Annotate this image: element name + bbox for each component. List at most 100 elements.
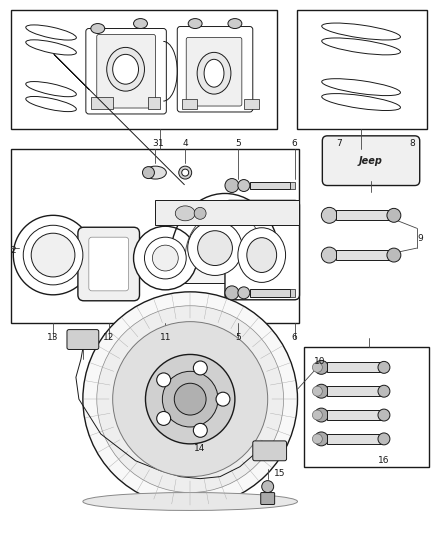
Circle shape xyxy=(83,292,297,506)
Ellipse shape xyxy=(204,59,224,87)
Bar xyxy=(336,250,391,260)
Circle shape xyxy=(13,215,93,295)
Text: 6: 6 xyxy=(292,139,297,148)
FancyBboxPatch shape xyxy=(322,136,420,185)
Bar xyxy=(327,434,382,444)
Text: 15: 15 xyxy=(274,469,286,478)
Ellipse shape xyxy=(26,40,76,55)
Circle shape xyxy=(312,434,322,444)
Ellipse shape xyxy=(83,492,297,511)
Circle shape xyxy=(216,392,230,406)
Text: 13: 13 xyxy=(47,333,59,342)
Circle shape xyxy=(321,207,337,223)
Ellipse shape xyxy=(322,79,400,95)
Circle shape xyxy=(23,225,83,285)
Text: 11: 11 xyxy=(159,333,171,342)
Circle shape xyxy=(145,354,235,444)
Bar xyxy=(148,97,160,109)
Ellipse shape xyxy=(197,52,231,94)
Ellipse shape xyxy=(179,166,192,179)
Ellipse shape xyxy=(26,82,76,96)
FancyBboxPatch shape xyxy=(186,37,242,106)
Ellipse shape xyxy=(198,231,233,265)
Circle shape xyxy=(134,226,197,290)
Circle shape xyxy=(193,361,207,375)
Ellipse shape xyxy=(238,287,250,299)
Ellipse shape xyxy=(188,19,202,29)
FancyBboxPatch shape xyxy=(253,441,286,461)
Ellipse shape xyxy=(142,167,155,179)
Text: 10: 10 xyxy=(314,357,325,366)
Ellipse shape xyxy=(107,47,145,91)
Ellipse shape xyxy=(247,238,277,272)
Circle shape xyxy=(314,432,328,446)
Ellipse shape xyxy=(238,180,250,191)
Circle shape xyxy=(312,362,322,373)
Bar xyxy=(304,348,429,467)
Ellipse shape xyxy=(228,19,242,29)
FancyBboxPatch shape xyxy=(78,227,140,301)
Circle shape xyxy=(97,306,283,492)
Text: 14: 14 xyxy=(194,445,206,454)
Circle shape xyxy=(378,409,390,421)
Bar xyxy=(250,182,290,190)
Ellipse shape xyxy=(322,38,400,55)
Bar xyxy=(327,362,382,373)
Ellipse shape xyxy=(91,23,105,34)
Circle shape xyxy=(387,248,401,262)
Text: 7: 7 xyxy=(336,139,342,148)
Circle shape xyxy=(31,233,75,277)
FancyBboxPatch shape xyxy=(67,329,99,350)
Bar xyxy=(290,182,294,190)
Circle shape xyxy=(314,408,328,422)
Ellipse shape xyxy=(145,166,166,179)
Bar xyxy=(336,211,391,220)
Ellipse shape xyxy=(322,23,400,40)
Text: 12: 12 xyxy=(103,333,114,342)
Circle shape xyxy=(157,411,171,425)
Bar xyxy=(297,10,427,129)
Circle shape xyxy=(262,481,274,492)
FancyBboxPatch shape xyxy=(225,200,300,300)
Circle shape xyxy=(378,433,390,445)
Circle shape xyxy=(193,423,207,437)
Text: 5: 5 xyxy=(235,333,241,342)
Text: 2: 2 xyxy=(11,246,16,255)
Circle shape xyxy=(387,208,401,222)
Text: 6: 6 xyxy=(292,333,297,342)
Circle shape xyxy=(312,386,322,396)
FancyBboxPatch shape xyxy=(89,237,129,291)
Bar xyxy=(250,289,290,297)
Ellipse shape xyxy=(175,206,195,221)
FancyBboxPatch shape xyxy=(86,29,166,114)
Ellipse shape xyxy=(225,286,239,300)
Bar xyxy=(182,99,197,109)
Circle shape xyxy=(113,321,268,477)
Text: 5: 5 xyxy=(235,139,241,148)
Text: Jeep: Jeep xyxy=(359,156,383,166)
Circle shape xyxy=(321,247,337,263)
Circle shape xyxy=(162,372,218,427)
FancyBboxPatch shape xyxy=(97,35,155,108)
Ellipse shape xyxy=(26,25,76,40)
Text: 16: 16 xyxy=(378,456,390,465)
Bar xyxy=(290,289,294,297)
Text: 3: 3 xyxy=(152,139,158,148)
Ellipse shape xyxy=(113,54,138,84)
Bar xyxy=(91,97,113,109)
Circle shape xyxy=(378,361,390,373)
Circle shape xyxy=(312,410,322,420)
Ellipse shape xyxy=(238,228,286,282)
Text: 4: 4 xyxy=(182,139,188,148)
Text: 9: 9 xyxy=(418,233,424,243)
Ellipse shape xyxy=(194,207,206,219)
Circle shape xyxy=(157,373,171,387)
Bar xyxy=(155,200,300,225)
Text: 1: 1 xyxy=(158,139,163,148)
Circle shape xyxy=(152,245,178,271)
Circle shape xyxy=(378,385,390,397)
Circle shape xyxy=(314,384,328,398)
Bar xyxy=(170,248,279,283)
Circle shape xyxy=(145,237,186,279)
Ellipse shape xyxy=(188,221,242,276)
